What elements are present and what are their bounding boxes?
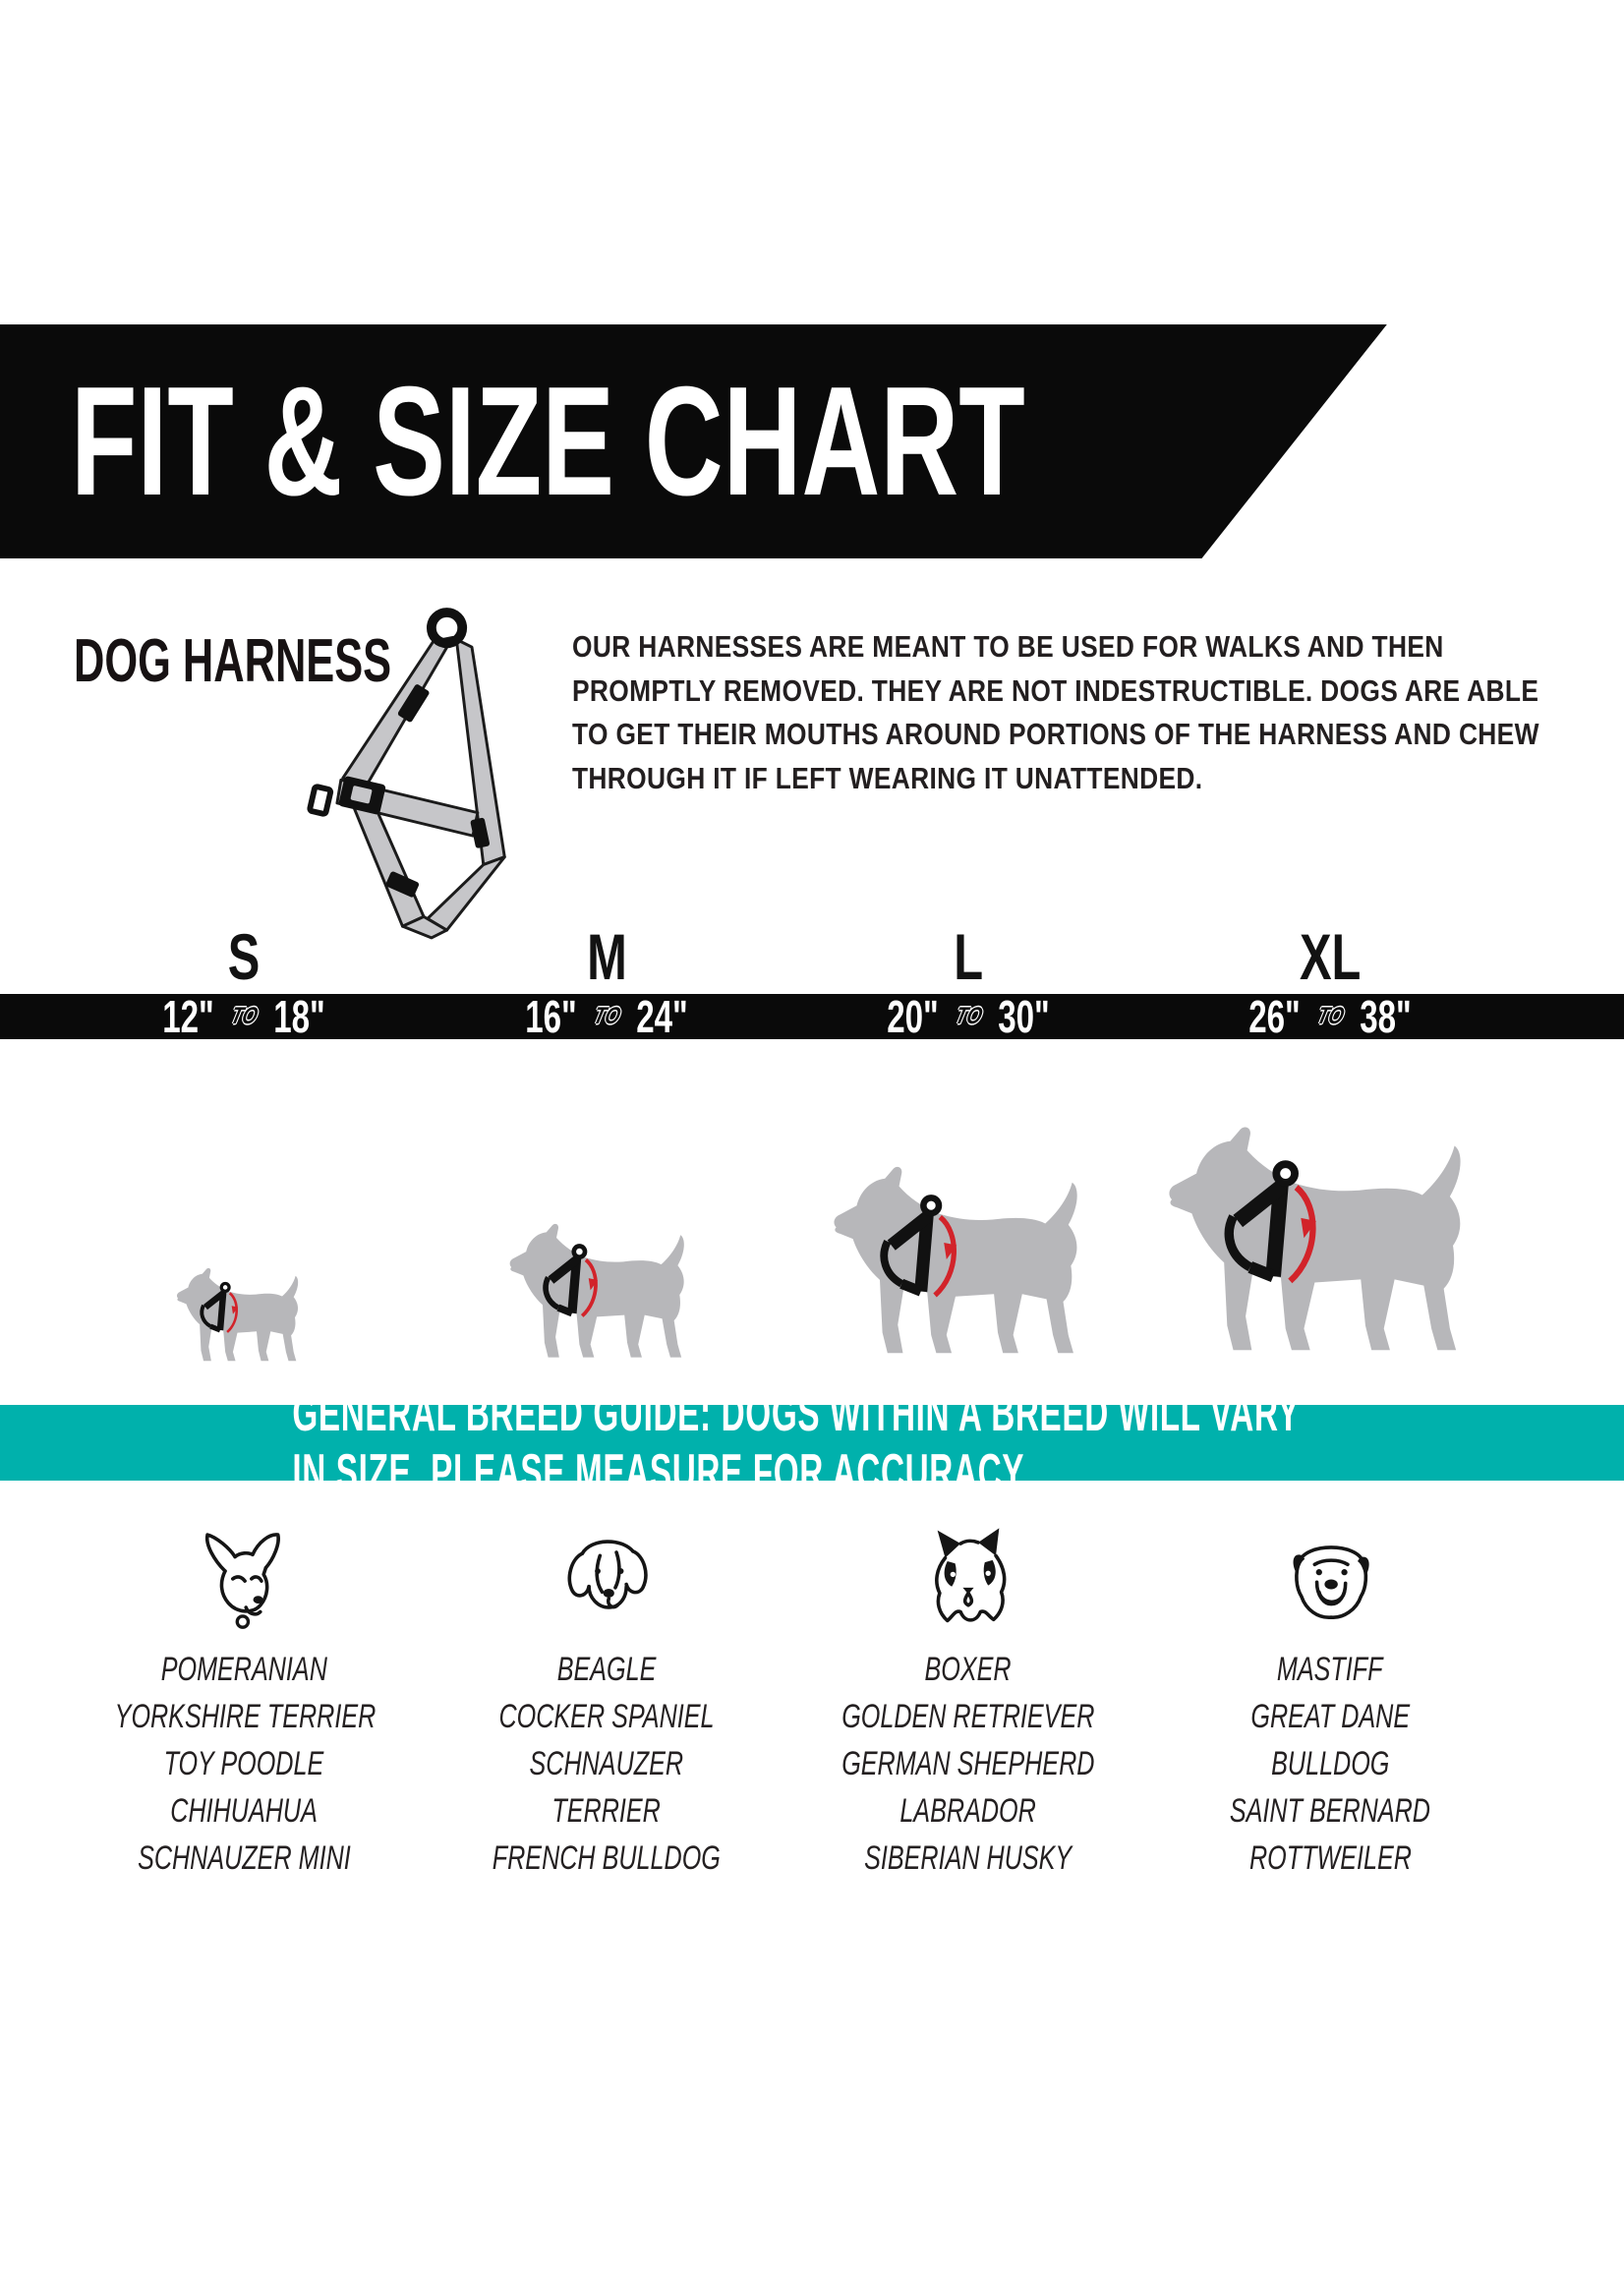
breed-item: GOLDEN RETRIEVER [841,1698,1095,1735]
breed-item: TERRIER [551,1792,662,1830]
harness-keeper-icon [470,817,491,848]
beagle-icon [551,1525,662,1635]
breed-item: TOY POODLE [163,1745,324,1782]
size-range-bar [0,994,1624,1039]
section-title: DOG HARNESS [74,627,392,695]
range-connector: TO [590,1003,623,1029]
breed-item: BULLDOG [1270,1745,1390,1782]
size-column-s: S [69,920,419,993]
breed-item: CHIHUAHUA [170,1792,318,1830]
breed-item: GREAT DANE [1250,1698,1410,1735]
range-from: 26" [1247,991,1301,1042]
size-label: S [227,920,261,993]
breed-item: SCHNAUZER MINI [137,1839,351,1877]
range-to: 18" [273,991,326,1042]
breed-column-s: POMERANIAN YORKSHIRE TERRIER TOY POODLE … [69,1646,419,1882]
breed-column-m-icon [432,1522,782,1638]
breed-item: MASTIFF [1277,1651,1383,1688]
size-column-m: M [432,920,782,993]
harness-triglide-icon [385,871,420,898]
harness-loop-icon [307,784,334,817]
dog-silhouette-xl [1153,1123,1507,1369]
breed-item: YORKSHIRE TERRIER [114,1698,377,1735]
breed-item: SCHNAUZER [529,1745,684,1782]
range-from: 20" [886,991,939,1042]
harness-slider-icon [397,684,430,723]
size-range-s: 12" TO 18" [69,994,419,1039]
harness-illustration [307,608,506,940]
breed-item: SIBERIAN HUSKY [864,1839,1073,1877]
size-label: XL [1299,920,1362,993]
breed-column-l-icon [793,1522,1143,1638]
range-to: 30" [998,991,1051,1042]
header-banner: FIT & SIZE CHART [0,324,1387,558]
size-range-l: 20" TO 30" [793,994,1143,1039]
disclaimer-text: OUR HARNESSES ARE MEANT TO BE USED FOR W… [572,629,1539,795]
breed-item: BOXER [924,1651,1013,1688]
breed-item: SAINT BERNARD [1229,1792,1431,1830]
breed-column-xl: MASTIFF GREAT DANE BULLDOG SAINT BERNARD… [1155,1646,1505,1882]
breed-column-xl-icon [1155,1522,1505,1638]
dog-silhouette-m [500,1221,712,1369]
dog-silhouette-s [170,1266,318,1369]
range-to: 38" [1360,991,1413,1042]
breed-guide-banner: GENERAL BREED GUIDE: DOGS WITHIN A BREED… [0,1385,1624,1501]
range-from: 16" [524,991,577,1042]
breed-guide-banner-text: GENERAL BREED GUIDE: DOGS WITHIN A BREED… [292,1384,1300,1501]
range-connector: TO [227,1003,261,1029]
range-to: 24" [636,991,689,1042]
size-column-l: L [793,920,1143,993]
breed-item: COCKER SPANIEL [498,1698,715,1735]
range-from: 12" [161,991,214,1042]
size-range-m: 16" TO 24" [432,994,782,1039]
dog-silhouette-l [821,1163,1116,1369]
husky-icon [913,1525,1023,1635]
page-title: FIT & SIZE CHART [71,355,1025,528]
breed-column-s-icon [69,1522,419,1638]
breed-column-m: BEAGLE COCKER SPANIEL SCHNAUZER TERRIER … [432,1646,782,1882]
chihuahua-icon [189,1525,299,1635]
breed-item: FRENCH BULLDOG [492,1839,722,1877]
size-label: L [954,920,983,993]
breed-item: GERMAN SHEPHERD [841,1745,1095,1782]
size-column-xl: XL [1155,920,1505,993]
size-label: M [586,920,627,993]
size-range-xl: 26" TO 38" [1155,994,1505,1039]
breed-column-l: BOXER GOLDEN RETRIEVER GERMAN SHEPHERD L… [793,1646,1143,1882]
breed-item: LABRADOR [899,1792,1037,1830]
range-connector: TO [1313,1003,1347,1029]
breed-item: ROTTWEILER [1248,1839,1412,1877]
breed-item: POMERANIAN [160,1651,327,1688]
breed-item: BEAGLE [556,1651,657,1688]
mastiff-icon [1275,1525,1385,1635]
harness-dring-icon [426,608,468,649]
range-connector: TO [952,1003,985,1029]
